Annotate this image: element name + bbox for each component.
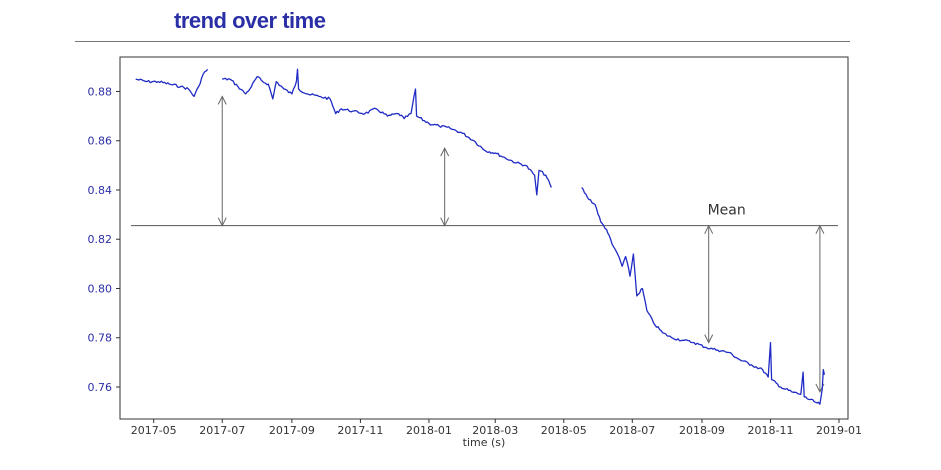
x-tick-label: 2017-05 [131, 424, 177, 437]
series-line [222, 68, 552, 196]
x-tick-label: 2018-01 [406, 424, 452, 437]
series-group [135, 68, 826, 405]
x-axis-label: time (s) [463, 436, 506, 449]
y-tick-label: 0.88 [88, 85, 113, 98]
y-tick-label: 0.82 [88, 233, 113, 246]
x-tick-label: 2018-05 [541, 424, 587, 437]
y-axis: 0.76 0.78 0.80 0.82 0.84 0.86 0.88 [88, 85, 120, 394]
title-divider [75, 41, 850, 42]
x-tick-label: 2018-11 [747, 424, 793, 437]
series-line [135, 68, 209, 98]
y-tick-label: 0.86 [88, 135, 113, 148]
y-tick-label: 0.78 [88, 332, 113, 345]
x-tick-label: 2018-07 [609, 424, 655, 437]
x-tick-label: 2017-07 [199, 424, 245, 437]
plot-frame [119, 56, 849, 420]
mean-annotation: Mean [708, 203, 746, 219]
x-axis: 2017-05 2017-07 2017-09 2017-11 2018-01 2018-… [131, 419, 862, 437]
x-tick-label: 2018-09 [679, 424, 725, 437]
chart-title: trend over time [174, 8, 326, 33]
x-tick-label: 2017-11 [337, 424, 383, 437]
y-tick-label: 0.76 [88, 381, 113, 394]
deviation-arrows [222, 96, 820, 392]
series-line [581, 187, 826, 405]
x-tick-label: 2017-09 [269, 424, 315, 437]
y-tick-label: 0.80 [88, 282, 113, 295]
y-tick-label: 0.84 [88, 184, 113, 197]
x-tick-label: 2018-03 [472, 424, 518, 437]
x-tick-label: 2019-01 [816, 424, 862, 437]
